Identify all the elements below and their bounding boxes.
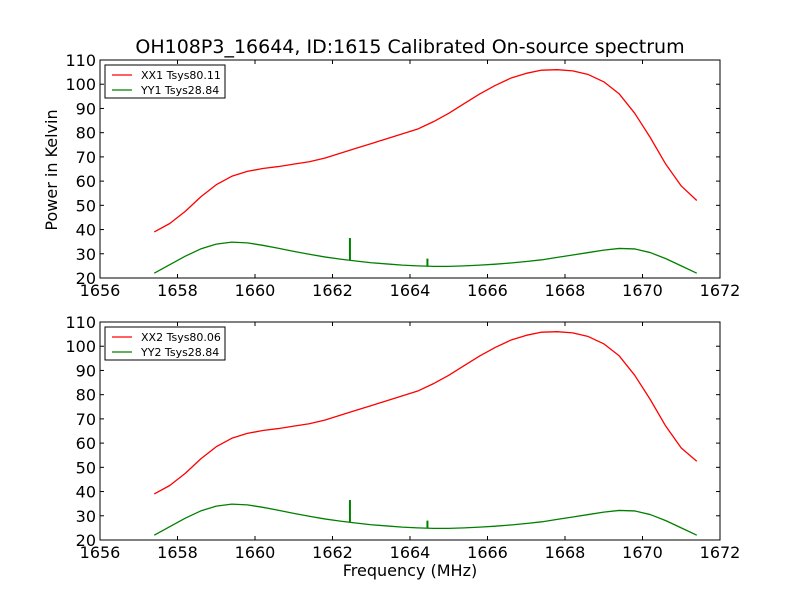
series-line-1 — [153, 331, 698, 495]
chart-title: OH108P3_16644, ID:1615 Calibrated On-sou… — [135, 36, 684, 58]
x-tick-label: 1662 — [312, 543, 353, 562]
y-tick-label: 20 — [76, 269, 96, 288]
x-tick-label: 1660 — [235, 281, 276, 300]
y-tick-label: 80 — [76, 386, 96, 405]
y-tick-label: 60 — [76, 172, 96, 191]
legend-entry: XX2 Tsys80.06 — [141, 331, 221, 344]
y-tick-label: 110 — [65, 313, 96, 332]
x-tick-label: 1664 — [390, 543, 431, 562]
x-tick-label: 1668 — [545, 543, 586, 562]
legend: XX1 Tsys80.11 YY1 Tsys28.84 — [104, 64, 226, 99]
y-tick-label: 60 — [76, 434, 96, 453]
legend-entry: YY2 Tsys28.84 — [140, 346, 219, 359]
y-tick-label: 40 — [76, 483, 96, 502]
legend-box — [104, 64, 226, 99]
x-tick-label: 1666 — [467, 543, 508, 562]
y-tick-label: 90 — [76, 99, 96, 118]
series-line-2 — [153, 241, 698, 274]
series-line-2 — [153, 503, 698, 536]
plot-panel-2: 1656 1658 1660 1662 1664 1666 1668 1670 1672 20 30… — [65, 313, 740, 562]
y-tick-label: 20 — [76, 531, 96, 550]
legend-entry: XX1 Tsys80.11 — [141, 69, 221, 82]
legend: XX2 Tsys80.06 YY2 Tsys28.84 — [104, 326, 226, 361]
series-line-1 — [153, 69, 698, 233]
x-tick-label: 1660 — [235, 543, 276, 562]
x-tick-label: 1658 — [157, 281, 198, 300]
legend-box — [104, 326, 226, 361]
x-tick-label: 1658 — [157, 543, 198, 562]
x-tick-label: 1656 — [80, 281, 121, 300]
y-tick-label: 70 — [76, 148, 96, 167]
panels: 1656 1658 1660 1662 1664 1666 1668 1670 1672 20 30… — [65, 51, 740, 562]
x-tick-label: 1662 — [312, 281, 353, 300]
y-tick-label: 100 — [65, 337, 96, 356]
x-axis-label: Frequency (MHz) — [343, 561, 477, 580]
y-tick-label: 100 — [65, 75, 96, 94]
y-tick-label: 30 — [76, 507, 96, 526]
x-tick-label: 1664 — [390, 281, 431, 300]
y-tick-label: 50 — [76, 196, 96, 215]
x-tick-label: 1656 — [80, 543, 121, 562]
x-tick-label: 1670 — [622, 543, 663, 562]
y-tick-label: 80 — [76, 124, 96, 143]
x-tick-label: 1666 — [467, 281, 508, 300]
y-tick-label: 50 — [76, 458, 96, 477]
y-tick-label: 40 — [76, 221, 96, 240]
plot-panel-1: 1656 1658 1660 1662 1664 1666 1668 1670 1672 20 30… — [65, 51, 740, 300]
y-tick-label: 110 — [65, 51, 96, 70]
y-tick-label: 70 — [76, 410, 96, 429]
x-tick-label: 1668 — [545, 281, 586, 300]
x-tick-label: 1672 — [700, 543, 741, 562]
x-tick-label: 1672 — [700, 281, 741, 300]
y-tick-label: 30 — [76, 245, 96, 264]
legend-entry: YY1 Tsys28.84 — [140, 84, 219, 97]
y-tick-label: 90 — [76, 361, 96, 380]
y-axis-label: Power in Kelvin — [42, 109, 61, 230]
x-tick-label: 1670 — [622, 281, 663, 300]
